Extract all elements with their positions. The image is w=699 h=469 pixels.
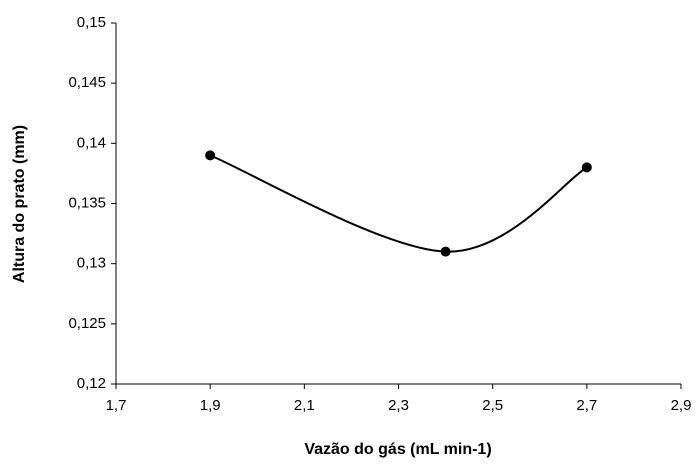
- x-tick-label: 2,5: [482, 397, 503, 414]
- y-tick-label: 0,15: [77, 14, 106, 31]
- x-tick-label: 1,9: [200, 397, 221, 414]
- marker: [440, 246, 451, 257]
- x-tick-label: 2,3: [388, 397, 409, 414]
- marker: [205, 150, 216, 161]
- y-tick-label: 0,145: [68, 74, 106, 91]
- y-tick-label: 0,12: [77, 375, 106, 392]
- line: [209, 154, 588, 253]
- x-axis-title: Vazão do gás (mL min-1): [304, 441, 491, 458]
- x-tick-label: 2,1: [294, 397, 315, 414]
- marker: [581, 162, 592, 173]
- y-tick-label: 0,135: [68, 194, 106, 211]
- y-tick-label: 0,14: [77, 134, 106, 151]
- x-tick-label: 2,9: [671, 397, 692, 414]
- y-axis-title: Altura do prato (mm): [11, 125, 28, 283]
- y-tick-label: 0,13: [77, 255, 106, 272]
- x-tick-label: 2,7: [576, 397, 597, 414]
- x-tick-label: 1,7: [106, 397, 127, 414]
- y-tick-label: 0,125: [68, 315, 106, 332]
